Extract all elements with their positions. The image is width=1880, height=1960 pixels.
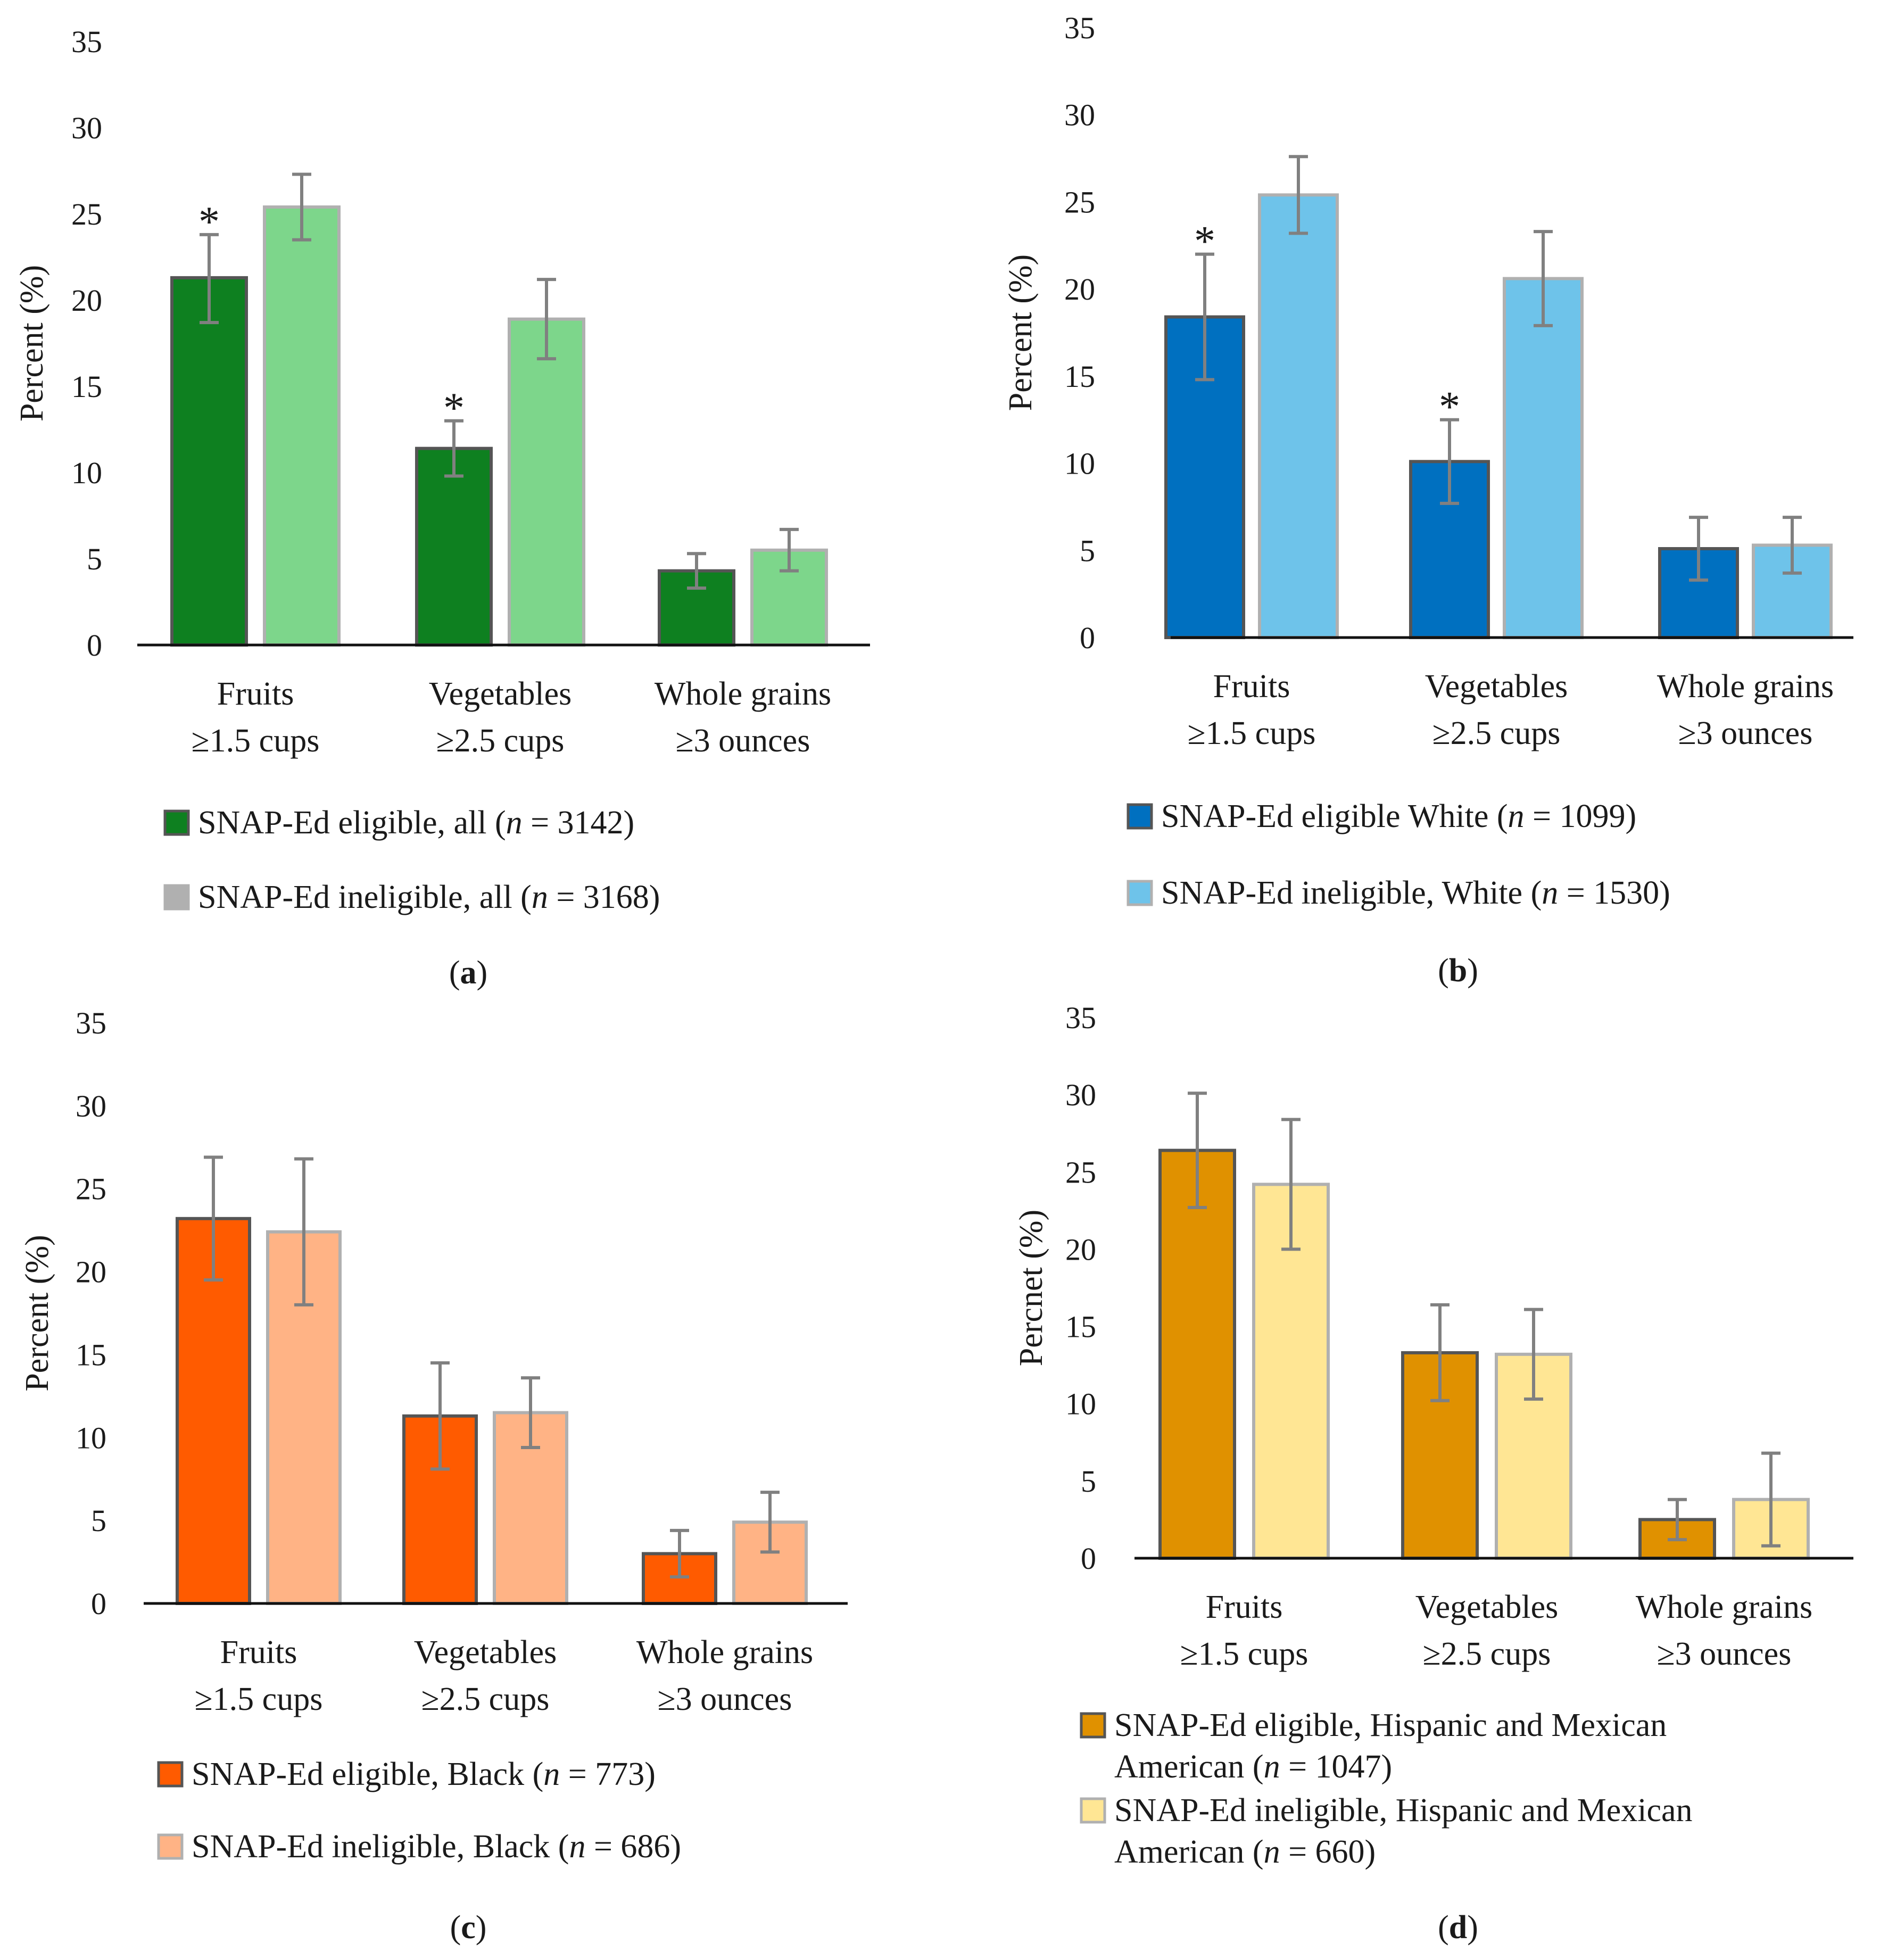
bar bbox=[170, 276, 248, 647]
y-tick-label: 15 bbox=[1064, 359, 1095, 394]
y-tick-label: 30 bbox=[71, 111, 102, 145]
x-category-label: Whole grains bbox=[655, 676, 831, 712]
bar bbox=[508, 317, 585, 647]
chart-panel-d: 0 5 10 15 20 25 30 35 Percnet (%) Fruits ≥1.5 cups… bbox=[1013, 1000, 1853, 1946]
legend-swatch bbox=[1080, 1712, 1106, 1739]
x-category-label: Whole grains bbox=[1657, 668, 1834, 705]
chart-panel-a: 0 5 10 15 20 25 30 35 Percent (%) * Fruits ≥1.5 cup… bbox=[14, 24, 870, 991]
y-tick-label: 0 bbox=[1081, 1541, 1096, 1576]
x-category-label: Vegetables bbox=[1415, 1589, 1559, 1625]
x-category-sublabel: ≥1.5 cups bbox=[195, 1681, 323, 1717]
y-tick-label: 5 bbox=[87, 542, 102, 576]
bar bbox=[415, 446, 493, 647]
legend-swatch bbox=[1127, 803, 1153, 830]
x-category-label: Fruits bbox=[1213, 668, 1290, 705]
y-tick-label: 25 bbox=[1064, 185, 1095, 219]
legend-label: SNAP-Ed ineligible, White (n = 1530) bbox=[1161, 875, 1670, 911]
y-tick-label: 10 bbox=[76, 1420, 106, 1455]
legend-swatch bbox=[157, 1833, 184, 1860]
bar bbox=[1503, 277, 1584, 639]
x-category-sublabel: ≥2.5 cups bbox=[436, 723, 565, 759]
y-tick-label: 20 bbox=[76, 1255, 106, 1289]
y-tick-label: 20 bbox=[1065, 1232, 1096, 1267]
panel-caption: (b) bbox=[1438, 953, 1478, 989]
significance-asterisk: * bbox=[198, 199, 220, 245]
bar bbox=[1158, 1148, 1236, 1560]
x-category-sublabel: ≥1.5 cups bbox=[1180, 1636, 1308, 1672]
y-tick-label: 10 bbox=[1065, 1387, 1096, 1421]
y-tick-label: 5 bbox=[1081, 1464, 1096, 1499]
x-category-sublabel: ≥3 ounces bbox=[1657, 1636, 1792, 1672]
y-tick-label: 0 bbox=[1080, 621, 1095, 655]
y-tick-label: 30 bbox=[1064, 98, 1095, 133]
y-tick-label: 30 bbox=[1065, 1078, 1096, 1112]
legend-swatch bbox=[1127, 880, 1153, 906]
y-tick-label: 15 bbox=[76, 1337, 106, 1372]
x-category-sublabel: ≥3 ounces bbox=[1678, 715, 1813, 751]
y-tick-label: 0 bbox=[91, 1586, 106, 1621]
significance-asterisk: * bbox=[1439, 384, 1460, 431]
legend-label: SNAP-Ed eligible, all (n = 3142) bbox=[198, 805, 634, 841]
y-axis-label: Percnet (%) bbox=[1013, 1210, 1049, 1366]
y-tick-label: 35 bbox=[1065, 1000, 1096, 1035]
y-tick-label: 25 bbox=[76, 1172, 106, 1206]
x-category-sublabel: ≥3 ounces bbox=[676, 723, 810, 759]
y-tick-label: 5 bbox=[1080, 533, 1095, 568]
y-tick-label: 30 bbox=[76, 1089, 106, 1123]
bar bbox=[1258, 193, 1339, 639]
y-tick-label: 35 bbox=[1064, 11, 1095, 45]
y-tick-label: 0 bbox=[87, 628, 102, 663]
y-tick-label: 35 bbox=[76, 1006, 106, 1040]
y-tick-label: 25 bbox=[71, 197, 102, 231]
legend-label: SNAP-Ed ineligible, Hispanic and Mexican… bbox=[1114, 1792, 1693, 1870]
y-tick-label: 15 bbox=[1065, 1310, 1096, 1344]
chart-panel-b: 0 5 10 15 20 25 30 35 Percent (%) * Fruits ≥1.5 cup… bbox=[1003, 11, 1853, 989]
y-tick-label: 10 bbox=[71, 456, 102, 490]
bar bbox=[263, 205, 341, 647]
legend-label: SNAP-Ed ineligible, all (n = 3168) bbox=[198, 879, 660, 915]
y-tick-label: 15 bbox=[71, 369, 102, 404]
x-category-label: Whole grains bbox=[636, 1634, 813, 1670]
y-tick-label: 20 bbox=[71, 283, 102, 318]
y-tick-label: 20 bbox=[1064, 272, 1095, 307]
panel-caption: (a) bbox=[449, 955, 487, 991]
chart-panel-c: 0 5 10 15 20 25 30 35 Percent (%) Fruits ≥1.5 cups… bbox=[19, 1006, 848, 1946]
legend-swatch bbox=[163, 809, 190, 836]
x-category-label: Vegetables bbox=[414, 1634, 557, 1670]
y-tick-label: 25 bbox=[1065, 1155, 1096, 1189]
legend-swatch bbox=[1080, 1797, 1106, 1824]
y-tick-label: 35 bbox=[71, 24, 102, 59]
x-category-label: Vegetables bbox=[1425, 668, 1568, 705]
significance-asterisk: * bbox=[443, 385, 465, 432]
significance-asterisk: * bbox=[1194, 218, 1215, 265]
y-axis-label: Percent (%) bbox=[1003, 254, 1039, 411]
y-tick-label: 5 bbox=[91, 1503, 106, 1538]
x-category-label: Vegetables bbox=[429, 676, 572, 712]
x-category-sublabel: ≥2.5 cups bbox=[421, 1681, 550, 1717]
legend-label: SNAP-Ed ineligible, Black (n = 686) bbox=[192, 1829, 681, 1865]
x-category-sublabel: ≥2.5 cups bbox=[1432, 715, 1561, 751]
legend-label: SNAP-Ed eligible, Black (n = 773) bbox=[192, 1756, 656, 1792]
y-axis-label: Percent (%) bbox=[14, 265, 50, 421]
x-category-sublabel: ≥3 ounces bbox=[658, 1681, 792, 1717]
x-category-sublabel: ≥1.5 cups bbox=[1188, 715, 1316, 751]
panel-caption: (c) bbox=[450, 1909, 487, 1946]
x-category-sublabel: ≥2.5 cups bbox=[1423, 1636, 1551, 1672]
legend-label: SNAP-Ed eligible, Hispanic and Mexican Am… bbox=[1114, 1707, 1667, 1785]
x-category-label: Fruits bbox=[1206, 1589, 1283, 1625]
legend-label: SNAP-Ed eligible White (n = 1099) bbox=[1161, 798, 1636, 834]
x-category-sublabel: ≥1.5 cups bbox=[192, 723, 320, 759]
legend-swatch bbox=[157, 1761, 184, 1788]
panel-caption: (d) bbox=[1438, 1909, 1478, 1946]
y-tick-label: 10 bbox=[1064, 446, 1095, 481]
x-category-label: Fruits bbox=[220, 1634, 297, 1670]
x-category-label: Whole grains bbox=[1636, 1589, 1812, 1625]
x-category-label: Fruits bbox=[217, 676, 294, 712]
legend-swatch bbox=[163, 884, 190, 911]
y-axis-label: Percent (%) bbox=[19, 1235, 55, 1391]
